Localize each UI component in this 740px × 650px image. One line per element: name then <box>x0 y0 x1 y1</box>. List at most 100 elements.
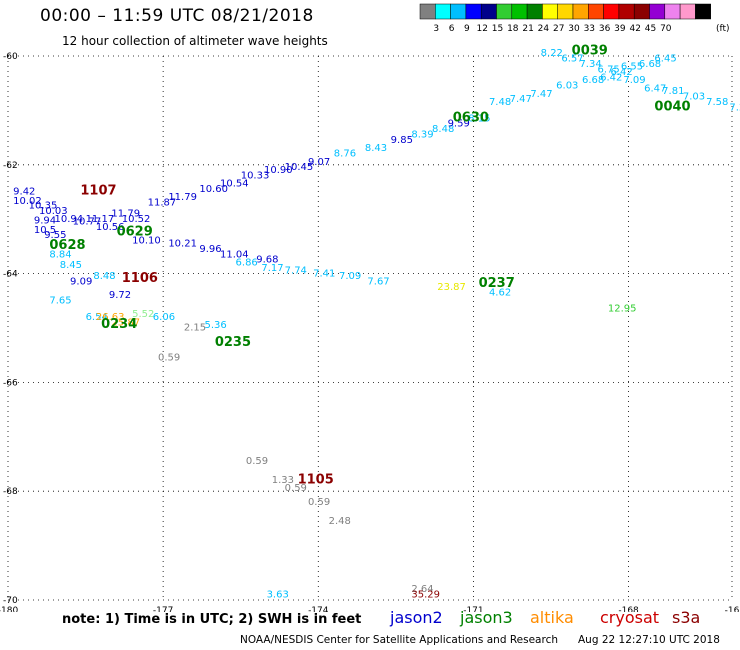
y-tick-label: -62 <box>3 161 18 171</box>
wave-height-value: 2.48 <box>329 516 351 527</box>
wave-height-value: 10.77 <box>73 217 102 228</box>
wave-height-value: 7.65 <box>49 296 71 307</box>
wave-height-value: 6.75 <box>598 64 620 75</box>
legend-jason3: jason3 <box>460 608 513 627</box>
y-tick-label: -66 <box>3 378 18 388</box>
pass-time-label: 0234 <box>101 317 137 332</box>
colorbar-unit: (ft) <box>716 24 730 34</box>
wave-height-value: 2.64 <box>411 584 433 595</box>
wave-height-value: 12.95 <box>608 304 637 315</box>
y-tick-label: -68 <box>3 487 18 497</box>
wave-height-value: 0.59 <box>246 456 268 467</box>
wave-height-value: 6.42 <box>610 67 632 78</box>
colorbar-tick-label: 45 <box>645 24 656 34</box>
pass-time-label: 0040 <box>654 99 690 114</box>
legend-cryosat: cryosat <box>600 608 660 627</box>
wave-height-value: 10.21 <box>168 238 197 249</box>
colorbar-tick-label: 12 <box>476 24 487 34</box>
wave-height-value: 10.90 <box>264 165 293 176</box>
wave-height-value: 11.04 <box>220 249 249 260</box>
wave-height-value: 5.52 <box>132 309 154 320</box>
wave-height-value: 7.41 <box>313 268 335 279</box>
credit-line: NOAA/NESDIS Center for Satellite Applica… <box>240 634 558 646</box>
wave-height-value: 10.56 <box>96 222 125 233</box>
colorbar-tick-label: 6 <box>449 24 455 34</box>
colorbar-tick-label: 21 <box>522 24 533 34</box>
pass-time-label: 1107 <box>80 184 116 199</box>
wave-height-value: 10.10 <box>132 236 161 247</box>
y-tick-label: -60 <box>3 52 18 62</box>
pass-time-label: 0039 <box>572 43 608 58</box>
wave-height-value: 9.07 <box>308 157 330 168</box>
colorbar-swatch <box>695 3 711 20</box>
wave-height-value: 8.45 <box>60 260 82 271</box>
chart-title: 00:00 – 11:59 UTC 08/21/2018 <box>40 6 314 26</box>
colorbar-tick-label: 3 <box>433 24 439 34</box>
pass-time-label: 0630 <box>453 110 489 125</box>
wave-height-value: 6.68 <box>639 59 661 70</box>
chart-subtitle: 12 hour collection of altimeter wave hei… <box>62 34 328 48</box>
wave-height-value: 7.03 <box>683 92 705 103</box>
legend-altika: altika <box>530 608 574 627</box>
colorbar-tick-label: 70 <box>660 24 672 34</box>
wave-height-value: 2.15 <box>184 323 206 334</box>
wave-height-value: 10.5 <box>34 225 56 236</box>
colorbar-legend: 3 6 9 12 15 18 21 24 27 30 33 36 39 42 45 70 (ft) <box>419 3 730 34</box>
wave-height-value: 10.60 <box>199 184 228 195</box>
generated-timestamp: Aug 22 12:27:10 UTC 2018 <box>578 634 720 646</box>
wave-height-value: 1.33 <box>272 475 294 486</box>
pass-time-label: 1105 <box>298 473 334 488</box>
wave-height-value: 8.76 <box>334 149 356 160</box>
wave-height-value: 6.86 <box>236 257 258 268</box>
wave-height-value: 3.63 <box>267 589 289 600</box>
wave-height-value: 10.45 <box>285 162 314 173</box>
colorbar-tick-label: 36 <box>599 24 611 34</box>
wave-height-value: 5.36 <box>205 320 227 331</box>
wave-height-value: 8.22 <box>541 48 563 59</box>
pass-time-label: 0237 <box>479 276 515 291</box>
wave-height-value: 10.03 <box>39 206 68 217</box>
colorbar-tick-label: 30 <box>568 24 580 34</box>
colorbar-tick-label: 42 <box>629 24 640 34</box>
wave-height-value: 7.09 <box>623 75 645 86</box>
wave-height-value: 25.87 <box>111 317 140 328</box>
wave-height-value: 35.29 <box>411 589 440 600</box>
wave-height-value: 7.67 <box>367 276 389 287</box>
wave-height-value: 9.55 <box>44 230 66 241</box>
wave-height-value: 7.81 <box>662 86 684 97</box>
legend-jason2: jason2 <box>390 608 443 627</box>
x-tick-label: -180 <box>0 606 18 612</box>
wave-height-value: 6.57 <box>561 53 583 64</box>
wave-height-value: 6.03 <box>556 81 578 92</box>
wave-height-value: 7.28 <box>729 102 740 113</box>
wave-height-value: 8.84 <box>49 249 71 260</box>
wave-height-value: 11.79 <box>111 208 140 219</box>
x-tick-label: -16 <box>725 606 740 612</box>
wave-height-value: 11.17 <box>86 214 115 225</box>
scatter-plot: -180 -177 -174 -171 -168 -16 -60 -62 -64 -66 -68 -7… <box>0 43 740 612</box>
wave-height-value: 7.58 <box>706 97 728 108</box>
colorbar-tick-label: 27 <box>553 24 564 34</box>
wave-height-value: 0.59 <box>158 353 180 364</box>
wave-height-value: 6.54 <box>86 312 108 323</box>
wave-height-value: 10.35 <box>29 200 58 211</box>
x-tick-label: -174 <box>308 606 329 612</box>
pass-time-label: 1106 <box>122 271 158 286</box>
wave-height-value: 8.48 <box>93 271 115 282</box>
wave-height-value: 8.15 <box>468 113 490 124</box>
wave-height-value: 9.94 <box>34 216 56 227</box>
legend-s3a: s3a <box>672 608 701 627</box>
wave-height-value: 7.74 <box>285 266 307 277</box>
x-tick-label: -171 <box>463 606 483 612</box>
wave-height-value: 10.52 <box>122 214 151 225</box>
colorbar-tick-label: 15 <box>492 24 503 34</box>
wave-height-value: 6.47 <box>644 83 666 94</box>
wave-height-value: 9.59 <box>448 119 470 130</box>
colorbar-tick-label: 24 <box>538 24 550 34</box>
x-tick-label: -168 <box>618 606 639 612</box>
colorbar-tick-label: 39 <box>614 24 626 34</box>
wave-height-value: 9.09 <box>70 276 92 287</box>
footer-note: note: 1) Time is in UTC; 2) SWH is in fe… <box>62 612 362 627</box>
pass-time-label: 0235 <box>215 335 251 350</box>
wave-height-value: 0.59 <box>308 497 330 508</box>
